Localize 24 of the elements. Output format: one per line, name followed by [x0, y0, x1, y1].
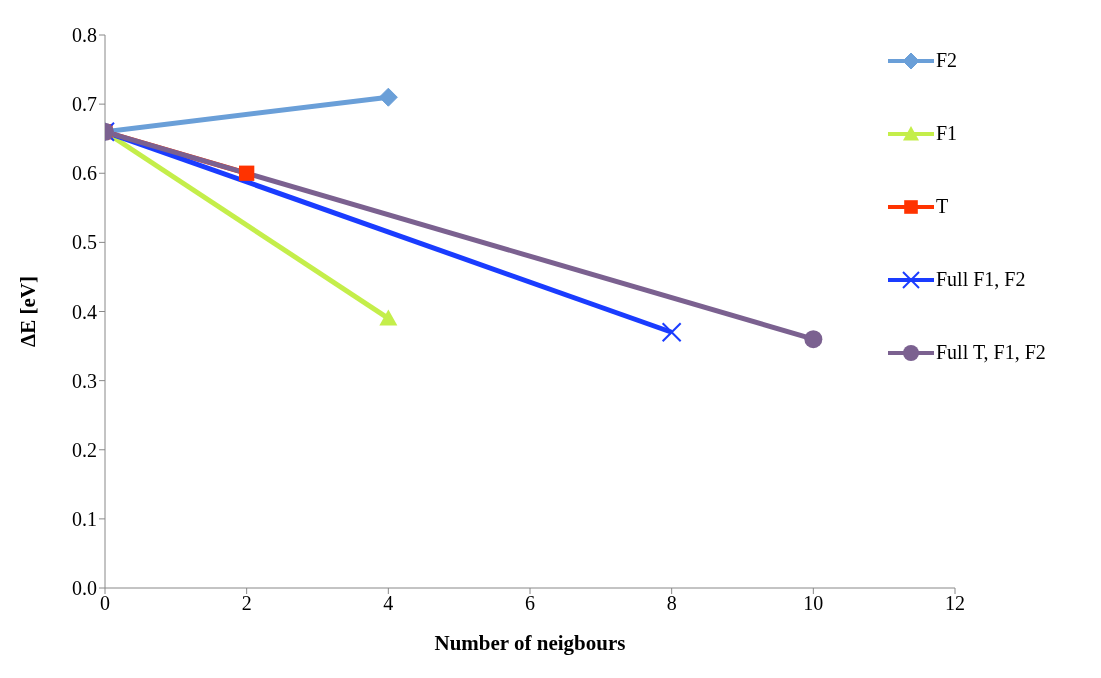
y-tick-label: 0.7	[72, 93, 97, 116]
y-tick-label: 0.6	[72, 162, 97, 185]
y-axis-title: ΔE [eV]	[16, 276, 41, 347]
legend-label: F2	[936, 49, 958, 72]
y-tick-label: 0.5	[72, 231, 97, 254]
legend-label: Full F1, F2	[936, 268, 1026, 291]
x-tick-label: 4	[383, 592, 394, 615]
x-tick-label: 6	[525, 592, 535, 615]
x-tick-label: 8	[666, 592, 677, 615]
legend-label: F1	[936, 122, 958, 145]
y-tick-label: 0.0	[72, 577, 97, 600]
x-tick-label: 10	[803, 592, 824, 615]
y-tick-label: 0.3	[72, 369, 97, 392]
x-axis-title: Number of neigbours	[434, 631, 626, 655]
y-tick-label: 0.4	[72, 300, 97, 323]
y-tick-label: 0.8	[72, 24, 97, 47]
point	[239, 165, 255, 181]
y-tick-label: 0.1	[72, 507, 97, 530]
x-tick-label: 2	[241, 592, 252, 615]
legend-label: T	[936, 195, 949, 218]
legend-label: Full T, F1, F2	[936, 341, 1046, 364]
y-tick-label: 0.2	[72, 438, 97, 461]
x-tick-label: 12	[945, 592, 965, 615]
x-tick-label: 0	[100, 592, 110, 615]
